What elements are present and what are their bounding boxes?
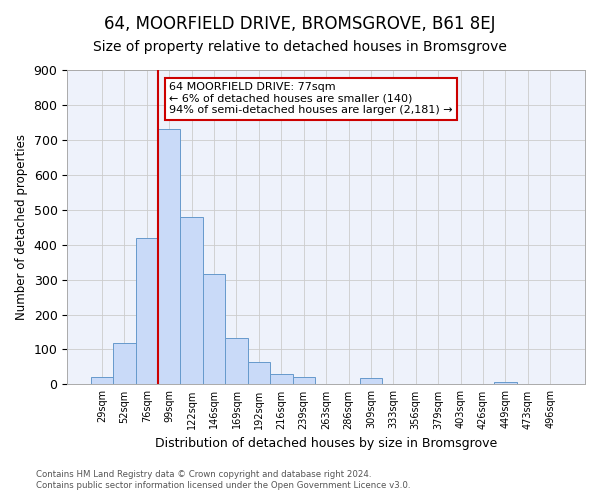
Y-axis label: Number of detached properties: Number of detached properties <box>15 134 28 320</box>
Bar <box>91 378 113 384</box>
Bar <box>360 378 382 384</box>
Bar <box>181 218 203 384</box>
Bar <box>293 376 315 384</box>
Bar <box>270 374 293 384</box>
X-axis label: Distribution of detached houses by size in Bromsgrove: Distribution of detached houses by size … <box>155 437 497 450</box>
Text: Contains HM Land Registry data © Crown copyright and database right 2024.
Contai: Contains HM Land Registry data © Crown c… <box>36 470 410 490</box>
Bar <box>203 274 225 384</box>
Bar <box>248 362 270 384</box>
Text: 64 MOORFIELD DRIVE: 77sqm
← 6% of detached houses are smaller (140)
94% of semi-: 64 MOORFIELD DRIVE: 77sqm ← 6% of detach… <box>169 82 453 116</box>
Text: 64, MOORFIELD DRIVE, BROMSGROVE, B61 8EJ: 64, MOORFIELD DRIVE, BROMSGROVE, B61 8EJ <box>104 15 496 33</box>
Bar <box>113 342 136 384</box>
Bar <box>494 382 517 384</box>
Text: Size of property relative to detached houses in Bromsgrove: Size of property relative to detached ho… <box>93 40 507 54</box>
Bar <box>136 238 158 384</box>
Bar <box>225 338 248 384</box>
Bar <box>158 130 181 384</box>
